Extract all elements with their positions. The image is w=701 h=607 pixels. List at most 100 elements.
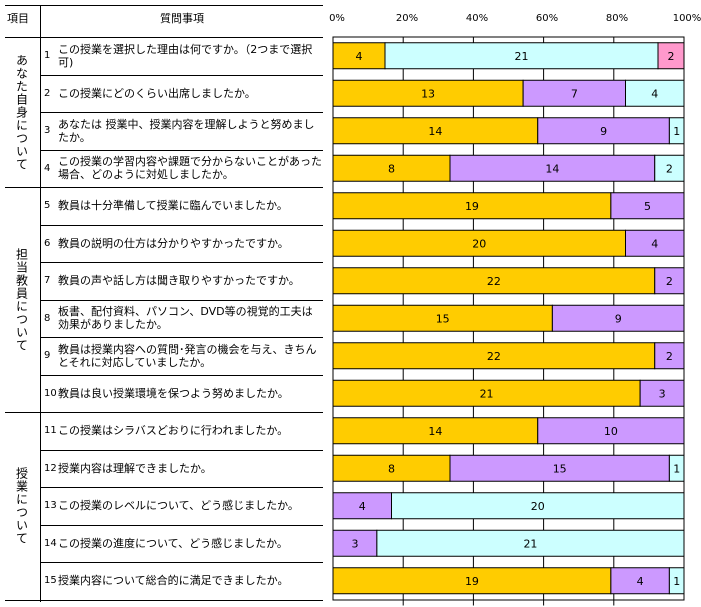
data-label: 2 bbox=[666, 350, 673, 363]
row-divider bbox=[40, 524, 323, 526]
data-label: 8 bbox=[388, 462, 395, 475]
bar-segment bbox=[332, 229, 626, 257]
x-tick-label: 0% bbox=[329, 13, 345, 24]
bar-segment bbox=[332, 79, 524, 107]
bar-segment bbox=[332, 154, 451, 182]
bar-segment bbox=[625, 79, 685, 107]
row-divider bbox=[40, 337, 323, 338]
bar-segment bbox=[332, 454, 451, 482]
column-divider bbox=[40, 5, 41, 602]
question-number: 15 bbox=[44, 575, 57, 587]
bar-segment bbox=[376, 529, 685, 557]
row-divider bbox=[5, 412, 323, 413]
question-text: あなたは 授業中、授業内容を理解しようと努めましたか。 bbox=[58, 117, 315, 144]
row-divider bbox=[5, 599, 323, 601]
question-row: 13 この授業のレベルについて、どう感じましたか。 bbox=[44, 487, 322, 525]
question-row: 6 教員の説明の仕方は分かりやすかったですか。 bbox=[44, 225, 322, 263]
data-label: 14 bbox=[545, 162, 559, 175]
data-label: 3 bbox=[659, 387, 666, 400]
question-text: 教員の説明の仕方は分かりやすかったですか。 bbox=[58, 236, 289, 250]
bar-segment bbox=[537, 117, 670, 145]
question-number: 14 bbox=[44, 537, 57, 549]
bar-segment bbox=[449, 454, 670, 482]
question-number: 3 bbox=[44, 125, 51, 137]
bar-segment bbox=[332, 492, 392, 520]
data-label: 13 bbox=[421, 87, 435, 100]
question-row: 10 教員は良い授業環境を保つよう努めましたか。 bbox=[44, 375, 322, 413]
x-tick-label: 20% bbox=[395, 13, 419, 24]
data-label: 9 bbox=[615, 312, 622, 325]
question-text: 授業内容について総合的に満足できましたか。 bbox=[58, 574, 289, 588]
data-label: 19 bbox=[465, 200, 479, 213]
bar-segment bbox=[384, 42, 659, 70]
question-text: 板書、配付資料、パソコン、DVD等の視覚的工夫は効果がありましたか。 bbox=[58, 305, 313, 332]
bar-segment bbox=[332, 267, 656, 295]
question-text: 教員は十分準備して授業に臨んでいましたか。 bbox=[58, 199, 288, 213]
bar-segment bbox=[668, 117, 685, 145]
question-row: 2 この授業にどのくらい出席しましたか。 bbox=[44, 75, 322, 113]
question-number: 4 bbox=[44, 162, 51, 174]
question-row: 3 あなたは 授業中、授業内容を理解しようと努めましたか。 bbox=[44, 112, 322, 150]
bar-segment bbox=[610, 192, 685, 220]
row-divider bbox=[40, 487, 323, 488]
data-label: 4 bbox=[359, 500, 366, 513]
data-label: 5 bbox=[644, 200, 651, 213]
data-label: 4 bbox=[637, 575, 644, 588]
bar-segment bbox=[654, 267, 685, 295]
bar-segment bbox=[391, 492, 685, 520]
bar-segment bbox=[332, 417, 539, 445]
data-label: 9 bbox=[600, 125, 607, 138]
data-label: 21 bbox=[480, 387, 494, 400]
question-row: 15 授業内容について総合的に満足できましたか。 bbox=[44, 562, 322, 600]
question-row: 4 この授業の学習内容や課題で分からないことがあった場合、どのように対処しましたか… bbox=[44, 150, 322, 188]
header-question: 質問事項 bbox=[160, 12, 204, 25]
row-divider bbox=[40, 449, 323, 451]
question-row: 11 この授業はシラバスどおりに行われましたか。 bbox=[44, 412, 322, 450]
data-label: 22 bbox=[487, 275, 501, 288]
question-row: 1 この授業を選択した理由は何ですか。（2つまで選択可) bbox=[44, 37, 322, 75]
question-text: 教員は良い授業環境を保つよう努めましたか。 bbox=[58, 386, 289, 400]
question-number: 10 bbox=[44, 387, 57, 399]
bar-segment bbox=[654, 154, 685, 182]
question-number: 11 bbox=[44, 425, 57, 437]
row-divider bbox=[40, 299, 323, 301]
data-label: 2 bbox=[668, 50, 675, 63]
question-number: 9 bbox=[44, 350, 51, 362]
question-text: この授業はシラバスどおりに行われましたか。 bbox=[58, 424, 289, 438]
data-label: 4 bbox=[356, 50, 363, 63]
x-tick-label: 80% bbox=[605, 13, 629, 24]
x-tick-label: 100% bbox=[672, 13, 701, 24]
row-divider bbox=[40, 374, 323, 376]
category-label: 担当教員について bbox=[14, 247, 29, 352]
question-row: 8 板書、配付資料、パソコン、DVD等の視覚的工夫は効果がありましたか。 bbox=[44, 300, 322, 338]
question-number: 7 bbox=[44, 275, 51, 287]
question-number: 12 bbox=[44, 462, 57, 474]
question-text: この授業を選択した理由は何ですか。（2つまで選択可) bbox=[58, 42, 313, 69]
bar-segment bbox=[449, 154, 656, 182]
row-divider bbox=[5, 187, 323, 188]
bar-segment bbox=[537, 417, 685, 445]
bar-segment bbox=[332, 304, 553, 332]
header-divider bbox=[5, 37, 323, 38]
question-number: 2 bbox=[44, 87, 51, 99]
question-row: 5 教員は十分準備して授業に臨んでいましたか。 bbox=[44, 187, 322, 225]
question-text: この授業にどのくらい出席しましたか。 bbox=[58, 86, 256, 100]
data-label: 1 bbox=[673, 125, 680, 138]
question-number: 5 bbox=[44, 200, 51, 212]
data-label: 19 bbox=[465, 575, 479, 588]
data-label: 20 bbox=[531, 500, 545, 513]
data-label: 1 bbox=[673, 462, 680, 475]
data-label: 20 bbox=[472, 237, 486, 250]
bar-segment bbox=[332, 529, 378, 557]
question-number: 13 bbox=[44, 500, 57, 512]
data-label: 10 bbox=[604, 425, 618, 438]
question-row: 7 教員の声や話し方は聞き取りやすかったですか。 bbox=[44, 262, 322, 300]
bar-segment bbox=[332, 567, 612, 595]
question-text: この授業の学習内容や課題で分からないことがあった場合、どのように対処しましたか。 bbox=[58, 155, 322, 182]
question-text: 教員の声や話し方は聞き取りやすかったですか。 bbox=[58, 274, 300, 288]
question-row: 14 この授業の進度について、どう感じましたか。 bbox=[44, 525, 322, 563]
question-text: この授業のレベルについて、どう感じましたか。 bbox=[58, 499, 299, 513]
bar-segment bbox=[332, 379, 641, 407]
question-number: 1 bbox=[44, 50, 51, 62]
